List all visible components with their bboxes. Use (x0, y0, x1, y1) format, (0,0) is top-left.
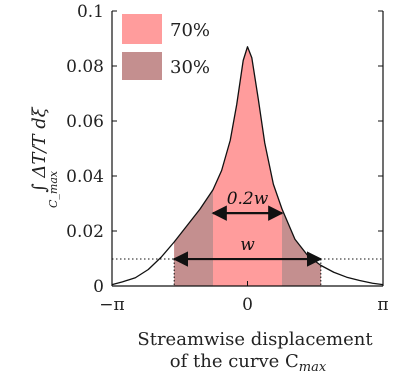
legend: 70% 30% (122, 14, 210, 80)
legend-label-30: 30% (170, 57, 210, 78)
y-axis-label-text: ∫ ΔT/T dξ (29, 106, 50, 192)
x-axis-label: Streamwise displacement of the curve Cma… (137, 329, 373, 375)
x-tick-label-1: 0 (242, 295, 253, 315)
annotation-label-0: 0.2w (227, 189, 269, 209)
y-tick-label-5: 0.1 (77, 2, 104, 22)
x-tick-label-0: −π (99, 295, 124, 315)
region-30pct-2 (282, 209, 321, 286)
x-axis-label-line2: of the curve Cmax (170, 351, 327, 375)
region-30pct-1 (174, 189, 213, 286)
y-tick-label-3: 0.06 (66, 112, 104, 132)
x-axis-label-subscript: max (299, 360, 327, 375)
y-tick-label-2: 0.04 (66, 167, 104, 187)
annotation-label-1: w (240, 235, 255, 255)
y-tick-label-4: 0.08 (66, 57, 104, 77)
y-axis-label-subscript: C_max (47, 170, 60, 208)
legend-swatch-70 (122, 14, 162, 44)
legend-swatch-30 (122, 52, 162, 80)
y-tick-label-1: 0.02 (66, 222, 104, 242)
x-tick-label-2: π (377, 295, 388, 315)
y-axis-label: ∫ ΔT/T dξ C_max (29, 106, 60, 208)
x-axis-label-line1: Streamwise displacement (137, 329, 373, 350)
legend-label-70: 70% (170, 20, 210, 41)
curve-line (111, 46, 384, 286)
y-tick-label-0: 0 (93, 277, 104, 297)
